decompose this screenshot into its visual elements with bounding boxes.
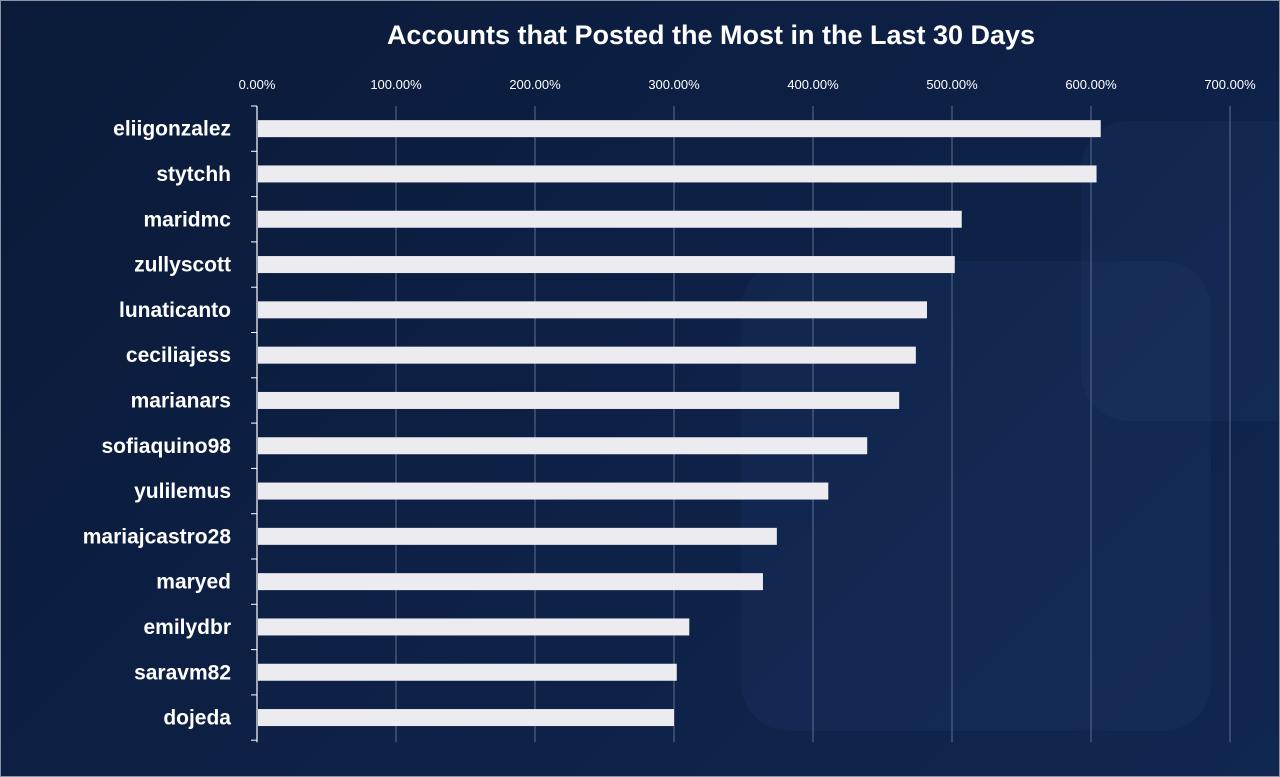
bar — [258, 482, 829, 500]
category-label: marianars — [131, 389, 231, 412]
category-label: sofiaquino98 — [101, 435, 231, 458]
chart-title: Accounts that Posted the Most in the Las… — [386, 20, 1036, 50]
category-label: ceciliajess — [126, 344, 231, 367]
bar — [258, 301, 927, 319]
x-tick-label: 0.00% — [239, 77, 276, 92]
category-label: zullyscott — [134, 254, 231, 277]
x-tick-label: 200.00% — [509, 77, 561, 92]
bar — [258, 709, 674, 727]
category-label: maridmc — [143, 208, 231, 231]
x-tick-label: 100.00% — [370, 77, 422, 92]
bar — [258, 256, 955, 274]
bar — [258, 527, 777, 545]
category-label: emilydbr — [143, 616, 231, 639]
bar — [258, 165, 1097, 183]
bar — [258, 391, 900, 409]
bar — [258, 346, 916, 364]
bar — [258, 663, 677, 681]
category-label: saravm82 — [134, 661, 231, 684]
category-label: dojeda — [163, 707, 231, 730]
x-tick-label: 400.00% — [787, 77, 839, 92]
x-tick-label: 700.00% — [1204, 77, 1256, 92]
background-decoration — [1081, 121, 1279, 421]
x-tick-label: 600.00% — [1065, 77, 1117, 92]
category-label: maryed — [156, 571, 231, 594]
category-label: stytchh — [156, 163, 231, 186]
bar — [258, 573, 763, 591]
category-label: eliigonzalez — [113, 118, 231, 141]
x-tick-label: 500.00% — [926, 77, 978, 92]
bar — [258, 210, 962, 228]
bar — [258, 120, 1101, 138]
bar — [258, 618, 690, 636]
bar — [258, 437, 868, 455]
category-label: lunaticanto — [119, 299, 231, 322]
category-label: mariajcastro28 — [83, 525, 232, 548]
x-tick-label: 300.00% — [648, 77, 700, 92]
category-label: yulilemus — [134, 480, 231, 503]
